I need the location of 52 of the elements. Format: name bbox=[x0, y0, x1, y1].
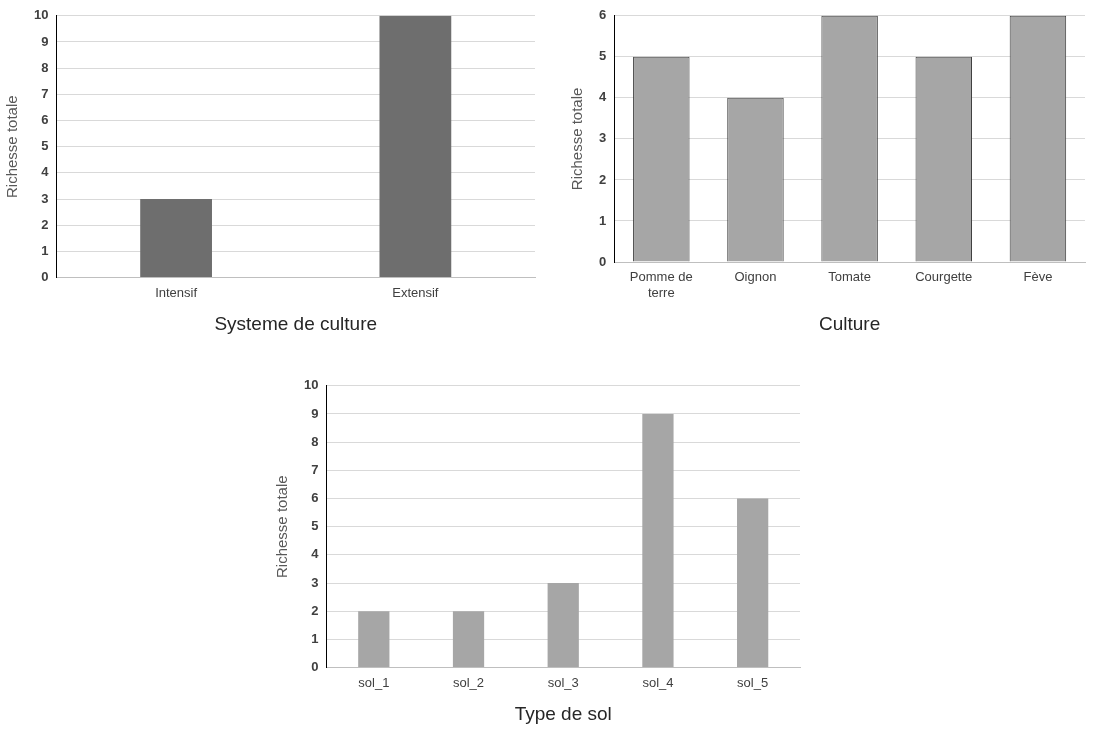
x-tick-label: Tomate bbox=[828, 269, 871, 285]
y-tick-label: 2 bbox=[599, 171, 607, 187]
x-tick-label: sol_1 bbox=[358, 674, 390, 690]
y-tick-label: 5 bbox=[599, 48, 607, 64]
y-tick-label: 4 bbox=[311, 546, 320, 562]
y-tick-label: 10 bbox=[33, 7, 49, 23]
y-tick-label: 1 bbox=[311, 631, 319, 646]
y-tick-label: 9 bbox=[311, 405, 319, 421]
y-tick-label: 0 bbox=[599, 253, 607, 269]
bar bbox=[452, 611, 485, 668]
y-tick-label: 8 bbox=[41, 59, 49, 75]
y-tick-label: 10 bbox=[303, 377, 319, 393]
x-tick-label: Pomme de terre bbox=[629, 269, 693, 300]
y-tick-label: 3 bbox=[599, 130, 607, 146]
bar bbox=[358, 611, 390, 668]
y-tick-label: 1 bbox=[41, 243, 49, 258]
y-tick-label: 5 bbox=[311, 518, 319, 534]
y-tick-label: 4 bbox=[599, 89, 607, 105]
x-tick-label: sol_4 bbox=[642, 674, 674, 690]
x-tick-label: Oignon bbox=[734, 269, 777, 285]
x-axis-title: Culture bbox=[818, 312, 881, 334]
y-axis-title: Richesse totale bbox=[3, 95, 21, 198]
x-axis-title: Systeme de culture bbox=[214, 312, 378, 334]
y-tick-label: 3 bbox=[41, 190, 49, 206]
x-tick-label: sol_5 bbox=[737, 674, 769, 690]
y-tick-label: 5 bbox=[41, 138, 49, 154]
y-axis-title: Richesse totale bbox=[568, 87, 586, 191]
y-tick-label: 0 bbox=[41, 269, 49, 285]
bar bbox=[547, 583, 579, 668]
y-tick-label: 9 bbox=[41, 33, 49, 49]
y-tick-label: 1 bbox=[599, 212, 607, 228]
y-tick-label: 3 bbox=[311, 574, 319, 590]
y-tick-label: 6 bbox=[41, 112, 49, 128]
y-tick-label: 7 bbox=[311, 461, 319, 477]
x-tick-label: Fève bbox=[1023, 269, 1053, 285]
x-tick-label: Intensif bbox=[155, 284, 198, 300]
x-tick-label: sol_2 bbox=[452, 674, 485, 690]
x-tick-label: sol_3 bbox=[547, 674, 579, 690]
y-tick-label: 2 bbox=[311, 602, 319, 618]
x-tick-label: Extensif bbox=[392, 284, 439, 300]
y-axis-title: Richesse totale bbox=[273, 475, 291, 578]
y-tick-label: 8 bbox=[311, 433, 319, 449]
y-tick-label: 0 bbox=[311, 659, 319, 675]
y-tick-label: 6 bbox=[599, 7, 607, 23]
y-tick-label: 6 bbox=[311, 490, 319, 506]
x-axis-title: Type de sol bbox=[514, 702, 612, 724]
bar bbox=[737, 498, 769, 668]
bar bbox=[642, 413, 674, 668]
y-tick-label: 2 bbox=[41, 216, 49, 232]
y-tick-label: 4 bbox=[41, 164, 50, 180]
y-tick-label: 7 bbox=[41, 85, 49, 101]
x-tick-label: Courgette bbox=[915, 269, 973, 285]
